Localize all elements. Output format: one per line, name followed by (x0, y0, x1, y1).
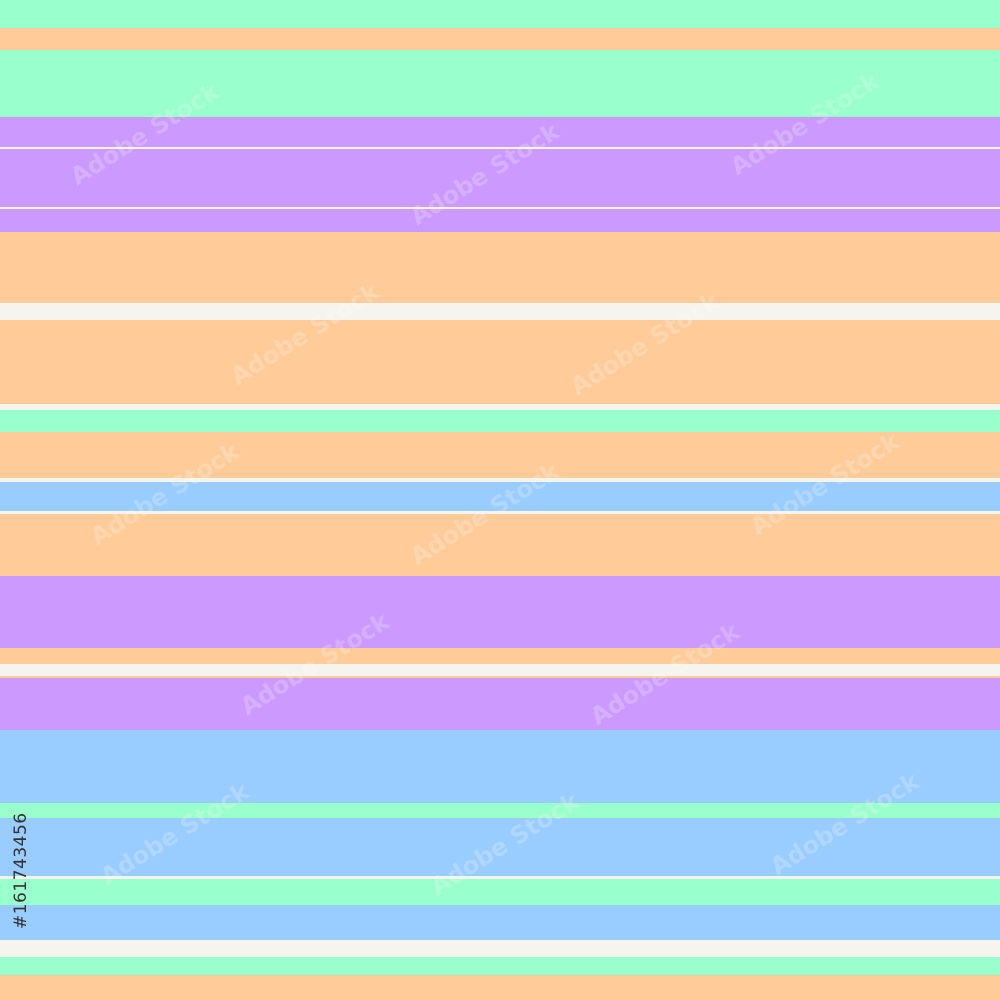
stripe (0, 678, 1000, 730)
stripe (0, 232, 1000, 303)
stripe (0, 147, 1000, 149)
stripe (0, 28, 1000, 50)
stripe (0, 803, 1000, 818)
stripe (0, 404, 1000, 410)
stripe (0, 975, 1000, 1000)
stripe (0, 818, 1000, 876)
stripe (0, 207, 1000, 209)
stripe (0, 905, 1000, 940)
stripe (0, 876, 1000, 879)
stripe (0, 879, 1000, 905)
stripe (0, 576, 1000, 648)
image-id: #161743456 (11, 812, 31, 930)
stripe (0, 0, 1000, 28)
stripe (0, 957, 1000, 975)
stripe (0, 303, 1000, 320)
stripe (0, 511, 1000, 514)
stripe (0, 117, 1000, 232)
stripe (0, 730, 1000, 803)
stripe (0, 432, 1000, 478)
stripe (0, 50, 1000, 117)
stripe (0, 482, 1000, 511)
stripe (0, 320, 1000, 404)
stripe (0, 478, 1000, 482)
stripe (0, 410, 1000, 432)
stripe (0, 940, 1000, 957)
stripe (0, 664, 1000, 676)
stripe (0, 514, 1000, 576)
